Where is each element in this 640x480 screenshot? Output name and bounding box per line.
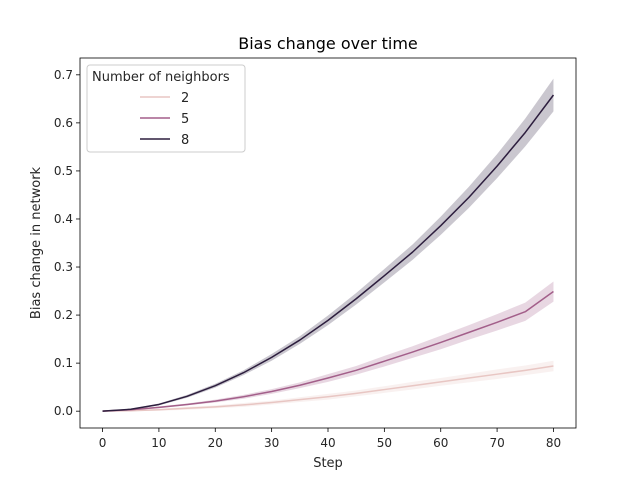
legend-title: Number of neighbors — [92, 70, 230, 85]
x-tick-label: 70 — [489, 436, 504, 450]
legend-box — [86, 64, 246, 153]
legend-label-5: 5 — [181, 112, 189, 127]
legend-label-2: 2 — [181, 91, 189, 106]
legend-items: 2 5 8 — [140, 91, 189, 148]
x-axis-ticks: 0 10 20 30 40 50 60 70 80 — [99, 428, 561, 450]
x-tick-label: 80 — [546, 436, 561, 450]
series-5-line — [102, 290, 554, 412]
legend: Number of neighbors 2 5 8 — [86, 64, 246, 153]
x-tick-label: 10 — [151, 436, 166, 450]
y-tick-label: 0.6 — [54, 116, 73, 130]
x-tick-label: 30 — [264, 436, 279, 450]
y-tick-label: 0.1 — [54, 356, 73, 370]
y-tick-label: 0.4 — [54, 212, 73, 226]
x-tick-label: 40 — [320, 436, 335, 450]
y-axis-ticks: 0.0 0.1 0.2 0.3 0.4 0.5 0.6 0.7 — [54, 68, 80, 418]
x-tick-label: 60 — [433, 436, 448, 450]
x-tick-label: 50 — [377, 436, 392, 450]
y-tick-label: 0.7 — [54, 68, 73, 82]
series-lines — [102, 94, 555, 412]
y-tick-label: 0.0 — [54, 404, 73, 418]
x-tick-label: 20 — [208, 436, 223, 450]
y-axis-label: Bias change in network — [29, 166, 44, 319]
series-8-line — [102, 94, 555, 412]
x-tick-label: 0 — [99, 436, 107, 450]
y-tick-label: 0.3 — [54, 260, 73, 274]
x-axis-label: Step — [313, 456, 343, 471]
series-2-line — [102, 365, 554, 412]
y-tick-label: 0.5 — [54, 164, 73, 178]
chart-title: Bias change over time — [238, 34, 418, 53]
y-tick-label: 0.2 — [54, 308, 73, 322]
legend-label-8: 8 — [181, 133, 189, 148]
